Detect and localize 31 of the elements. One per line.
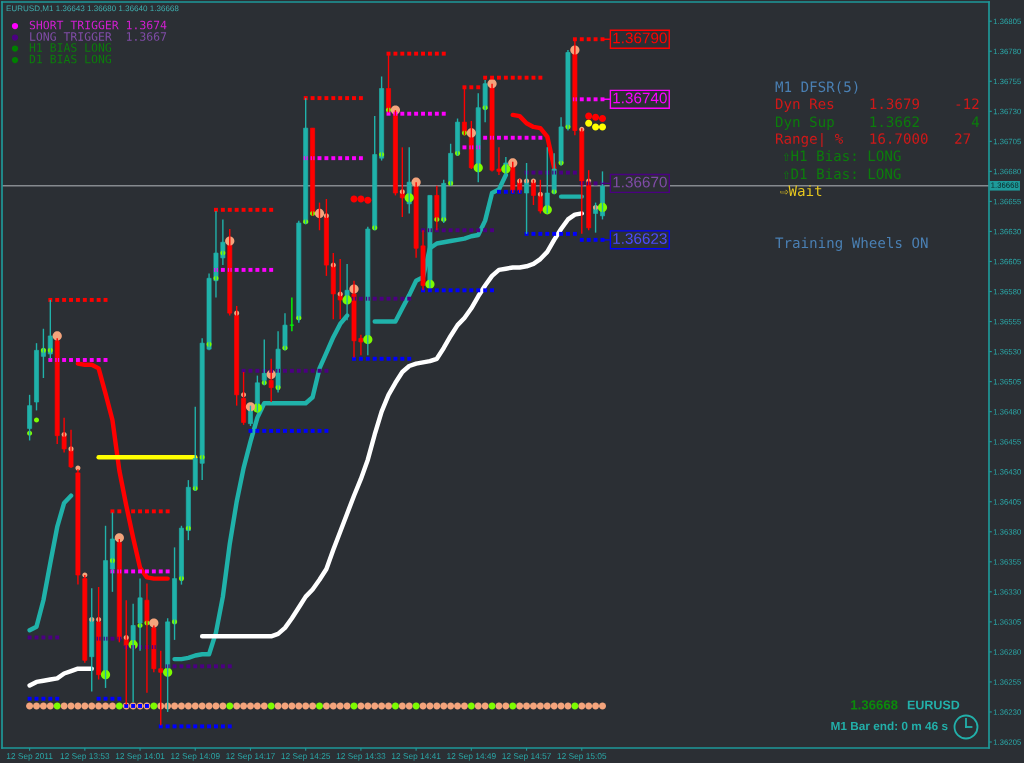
annotation: D1 BIAS LONG [29, 54, 112, 64]
x-tick-label: 12 Sep 14:25 [281, 753, 331, 761]
annotation: ⇧H1 Bias: LONG [783, 150, 901, 162]
x-tick-label: 12 Sep 2011 [6, 753, 53, 761]
annotation: EURUSD [907, 700, 960, 710]
annotation: 1.36670 [613, 176, 667, 188]
annotation: M1 DFSR(5) [775, 81, 858, 94]
x-tick-label: 12 Sep 14:57 [502, 753, 551, 761]
annotation: SHORT TRIGGER 1.3674 [29, 20, 167, 30]
annotation: 1.36790 [613, 32, 667, 44]
annotation: ⇧D1 Bias: LONG [783, 168, 901, 180]
annotation: H1 BIAS LONG [29, 43, 112, 52]
annotation: 1.36668 [851, 700, 898, 710]
annotation: Range| % 16.7000 27 [775, 132, 971, 148]
annotation: Dyn Sup 1.3662 4 [775, 116, 980, 130]
x-tick-label: 12 Sep 13:53 [60, 753, 110, 761]
x-tick-label: 12 Sep 14:17 [226, 753, 275, 761]
annotation: ⇨Wait [780, 185, 822, 197]
chart-title: EURUSD,M1 1.36643 1.36680 1.36640 1.36668 [6, 5, 179, 13]
annotation: 1.36740 [613, 92, 667, 104]
annotation: LONG TRIGGER 1.3667 [30, 32, 167, 41]
x-tick-label: 12 Sep 14:01 [115, 753, 165, 761]
x-tick-label: 12 Sep 15:05 [557, 753, 607, 761]
x-tick-label: 12 Sep 14:09 [171, 753, 220, 761]
x-tick-label: 12 Sep 14:41 [391, 753, 441, 761]
annotation: 1.36623 [613, 233, 667, 244]
x-tick-label: 12 Sep 14:33 [336, 753, 386, 761]
annotation: Training Wheels ON [775, 237, 928, 251]
annotation: M1 Bar end: 0 m 46 s [831, 721, 948, 731]
annotation: Dyn Res 1.3679 -12 [775, 98, 979, 112]
x-tick-label: 12 Sep 14:49 [447, 753, 496, 761]
